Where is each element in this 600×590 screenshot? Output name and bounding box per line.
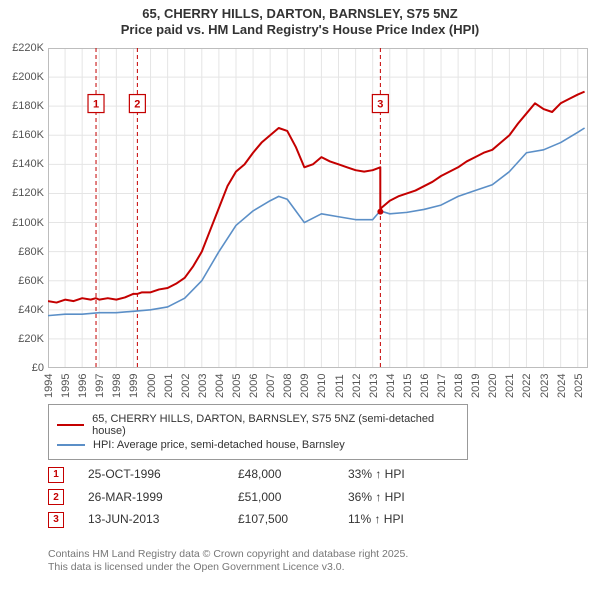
footer-line-1: Contains HM Land Registry data © Crown c… xyxy=(48,548,408,560)
xtick-label: 2005 xyxy=(231,374,243,398)
xtick-label: 2009 xyxy=(299,374,311,398)
sale-delta: 11% ↑ HPI xyxy=(348,512,488,526)
xtick-label: 2024 xyxy=(556,374,568,398)
legend-label-1: HPI: Average price, semi-detached house,… xyxy=(93,439,345,451)
title-block: 65, CHERRY HILLS, DARTON, BARNSLEY, S75 … xyxy=(0,0,600,39)
xtick-label: 2013 xyxy=(368,374,380,398)
ytick-label: £40K xyxy=(18,304,44,316)
chart-svg: 1 2 3 xyxy=(48,48,588,368)
xtick-label: 1997 xyxy=(94,374,106,398)
sale-date: 25-OCT-1996 xyxy=(88,467,238,481)
ytick-label: £80K xyxy=(18,246,44,258)
xtick-label: 1994 xyxy=(43,374,55,398)
xtick-label: 2025 xyxy=(573,374,585,398)
footer-attribution: Contains HM Land Registry data © Crown c… xyxy=(48,548,568,574)
xtick-label: 2000 xyxy=(146,374,158,398)
legend-swatch-1 xyxy=(57,444,85,446)
title-line-2: Price paid vs. HM Land Registry's House … xyxy=(0,22,600,38)
legend-box: 65, CHERRY HILLS, DARTON, BARNSLEY, S75 … xyxy=(48,404,468,460)
xtick-label: 2019 xyxy=(470,374,482,398)
ytick-label: £140K xyxy=(12,158,44,170)
ytick-label: £100K xyxy=(12,217,44,229)
sale-date: 26-MAR-1999 xyxy=(88,490,238,504)
ytick-label: £200K xyxy=(12,71,44,83)
xtick-label: 2015 xyxy=(402,374,414,398)
sale-price: £51,000 xyxy=(238,490,348,504)
xtick-label: 2012 xyxy=(351,374,363,398)
xtick-label: 2003 xyxy=(197,374,209,398)
sale-marker-3: 3 xyxy=(48,512,64,528)
xtick-label: 2001 xyxy=(163,374,175,398)
xtick-label: 2007 xyxy=(265,374,277,398)
xtick-label: 2018 xyxy=(453,374,465,398)
ytick-label: £60K xyxy=(18,275,44,287)
ytick-label: £120K xyxy=(12,187,44,199)
sale-price: £107,500 xyxy=(238,512,348,526)
svg-text:2: 2 xyxy=(134,99,140,111)
sale-delta: 33% ↑ HPI xyxy=(348,467,488,481)
sale-marker-1: 1 xyxy=(48,467,64,483)
xtick-label: 2011 xyxy=(334,374,346,398)
svg-text:3: 3 xyxy=(377,99,383,111)
sale-price: £48,000 xyxy=(238,467,348,481)
xtick-label: 1996 xyxy=(77,374,89,398)
xtick-label: 2010 xyxy=(316,374,328,398)
sales-table: 1 25-OCT-1996 £48,000 33% ↑ HPI 2 26-MAR… xyxy=(48,460,508,534)
xtick-label: 2002 xyxy=(180,374,192,398)
ytick-label: £220K xyxy=(12,42,44,54)
xtick-label: 2006 xyxy=(248,374,260,398)
table-row: 1 25-OCT-1996 £48,000 33% ↑ HPI xyxy=(48,466,508,483)
sale-delta: 36% ↑ HPI xyxy=(348,490,488,504)
ytick-label: £180K xyxy=(12,100,44,112)
xtick-label: 1998 xyxy=(111,374,123,398)
sale-date: 13-JUN-2013 xyxy=(88,512,238,526)
xtick-label: 2004 xyxy=(214,374,226,398)
sale-marker-2: 2 xyxy=(48,489,64,505)
footer-line-2: This data is licensed under the Open Gov… xyxy=(48,561,345,573)
ytick-label: £160K xyxy=(12,129,44,141)
legend-row: HPI: Average price, semi-detached house,… xyxy=(57,439,459,451)
legend-label-0: 65, CHERRY HILLS, DARTON, BARNSLEY, S75 … xyxy=(92,413,459,437)
xtick-label: 2022 xyxy=(521,374,533,398)
chart-container: 65, CHERRY HILLS, DARTON, BARNSLEY, S75 … xyxy=(0,0,600,590)
legend-swatch-0 xyxy=(57,424,84,426)
xtick-label: 2008 xyxy=(282,374,294,398)
xtick-label: 2023 xyxy=(539,374,551,398)
xtick-label: 2017 xyxy=(436,374,448,398)
xtick-label: 2021 xyxy=(504,374,516,398)
xtick-label: 2014 xyxy=(385,374,397,398)
xtick-label: 1995 xyxy=(60,374,72,398)
xtick-label: 2016 xyxy=(419,374,431,398)
title-line-1: 65, CHERRY HILLS, DARTON, BARNSLEY, S75 … xyxy=(0,6,600,22)
ytick-label: £20K xyxy=(18,333,44,345)
table-row: 3 13-JUN-2013 £107,500 11% ↑ HPI xyxy=(48,511,508,528)
ytick-label: £0 xyxy=(32,362,44,374)
legend-row: 65, CHERRY HILLS, DARTON, BARNSLEY, S75 … xyxy=(57,413,459,437)
svg-text:1: 1 xyxy=(93,99,99,111)
xtick-label: 2020 xyxy=(487,374,499,398)
xtick-label: 1999 xyxy=(128,374,140,398)
plot-area: 1 2 3 xyxy=(48,48,588,368)
table-row: 2 26-MAR-1999 £51,000 36% ↑ HPI xyxy=(48,489,508,506)
